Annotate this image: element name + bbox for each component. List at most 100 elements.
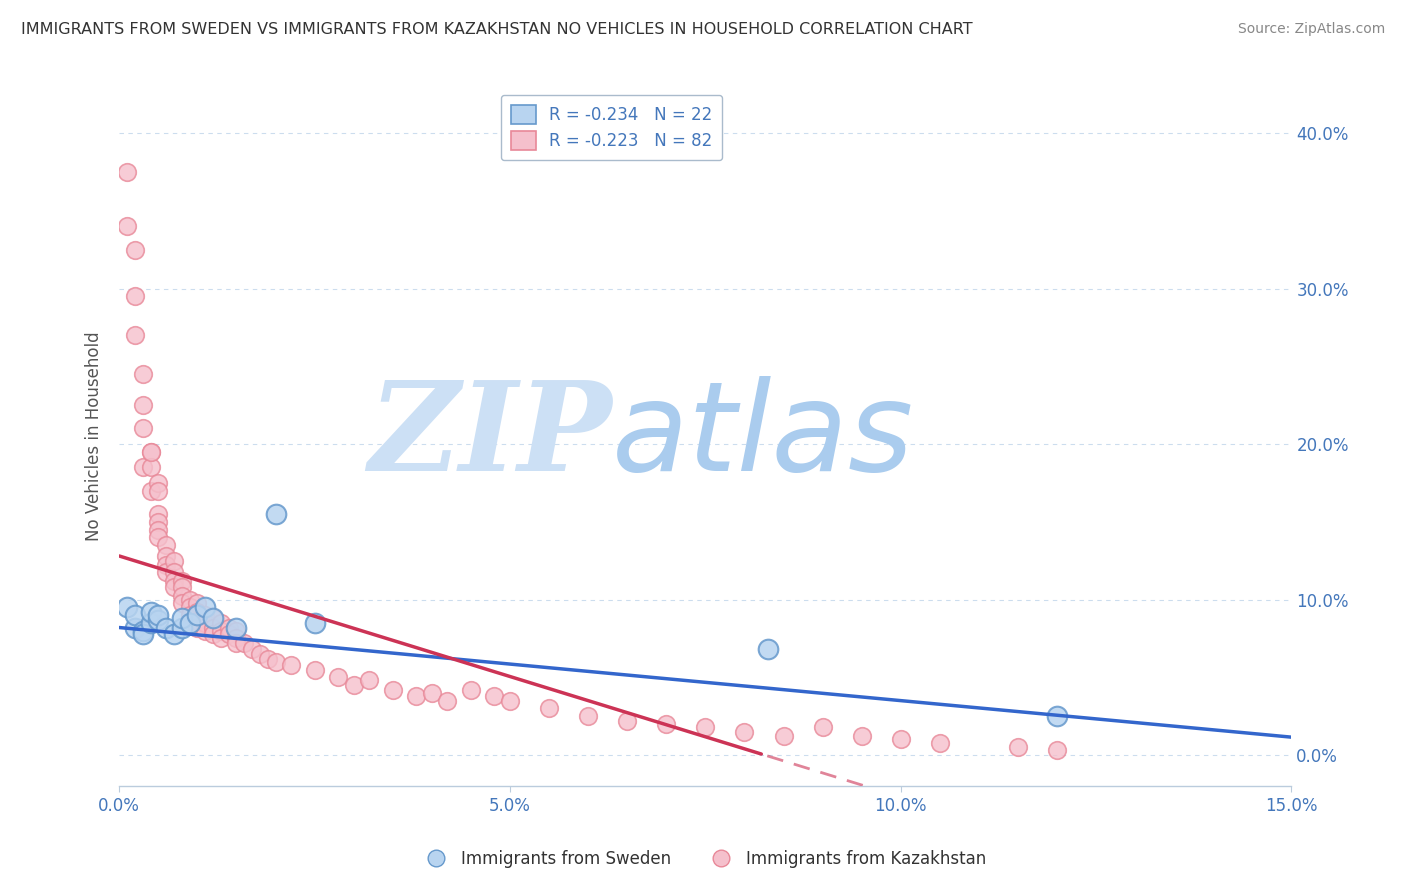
Point [139,615,162,630]
Point [139,460,162,475]
Point [179,615,201,630]
Point [186,608,208,623]
Text: Source: ZipAtlas.com: Source: ZipAtlas.com [1237,22,1385,37]
Point [170,574,193,588]
Point [148,530,170,544]
Point [148,613,170,627]
Point [209,632,232,646]
Point [209,624,232,638]
Point [139,445,162,459]
Point [148,515,170,529]
Point [928,736,950,750]
Point [1046,709,1069,723]
Point [124,621,146,635]
Point [155,621,177,635]
Point [163,554,186,568]
Point [811,720,834,734]
Point [264,507,287,521]
Point [695,720,717,734]
Point [499,693,522,707]
Point [194,600,217,615]
Point [655,717,678,731]
Point [381,682,404,697]
Point [163,574,186,588]
Point [194,615,217,630]
Point [194,608,217,623]
Point [256,651,278,665]
Point [170,621,193,635]
Point [326,670,349,684]
Point [420,686,443,700]
Point [170,580,193,594]
Point [772,730,794,744]
Y-axis label: No Vehicles in Household: No Vehicles in Household [86,332,103,541]
Point [132,460,155,475]
Point [139,445,162,459]
Point [233,636,256,650]
Point [1007,740,1029,755]
Point [124,243,146,257]
Point [132,367,155,381]
Point [202,611,225,625]
Point [148,523,170,537]
Text: ZIP: ZIP [368,376,612,497]
Point [170,611,193,625]
Point [132,398,155,412]
Point [186,596,208,610]
Point [132,624,155,638]
Point [155,549,177,563]
Point [132,626,155,640]
Point [538,701,561,715]
Point [460,682,482,697]
Point [343,678,366,692]
Point [218,626,240,640]
Point [179,600,201,615]
Point [576,709,599,723]
Point [139,483,162,498]
Point [280,657,302,672]
Point [155,565,177,579]
Point [304,615,326,630]
Point [148,475,170,490]
Legend: Immigrants from Sweden, Immigrants from Kazakhstan: Immigrants from Sweden, Immigrants from … [413,844,993,875]
Point [155,558,177,573]
Point [124,608,146,623]
Point [163,580,186,594]
Point [194,624,217,638]
Point [124,289,146,303]
Point [851,730,873,744]
Point [225,621,247,635]
Point [225,624,247,638]
Point [170,596,193,610]
Point [264,655,287,669]
Point [148,608,170,623]
Point [170,590,193,604]
Point [163,565,186,579]
Point [359,673,381,688]
Text: atlas: atlas [612,376,914,497]
Point [124,328,146,343]
Point [186,605,208,619]
Legend: R = -0.234   N = 22, R = -0.223   N = 82: R = -0.234 N = 22, R = -0.223 N = 82 [501,95,723,160]
Point [225,636,247,650]
Point [249,647,271,661]
Point [218,621,240,635]
Point [163,626,186,640]
Point [202,621,225,635]
Point [115,600,138,615]
Point [225,632,247,646]
Point [209,615,232,630]
Point [436,693,458,707]
Point [186,621,208,635]
Point [405,689,427,703]
Point [139,605,162,619]
Point [616,714,638,728]
Point [890,732,912,747]
Point [155,538,177,552]
Point [179,592,201,607]
Point [202,626,225,640]
Point [148,507,170,521]
Point [115,219,138,234]
Point [756,642,779,657]
Point [179,608,201,623]
